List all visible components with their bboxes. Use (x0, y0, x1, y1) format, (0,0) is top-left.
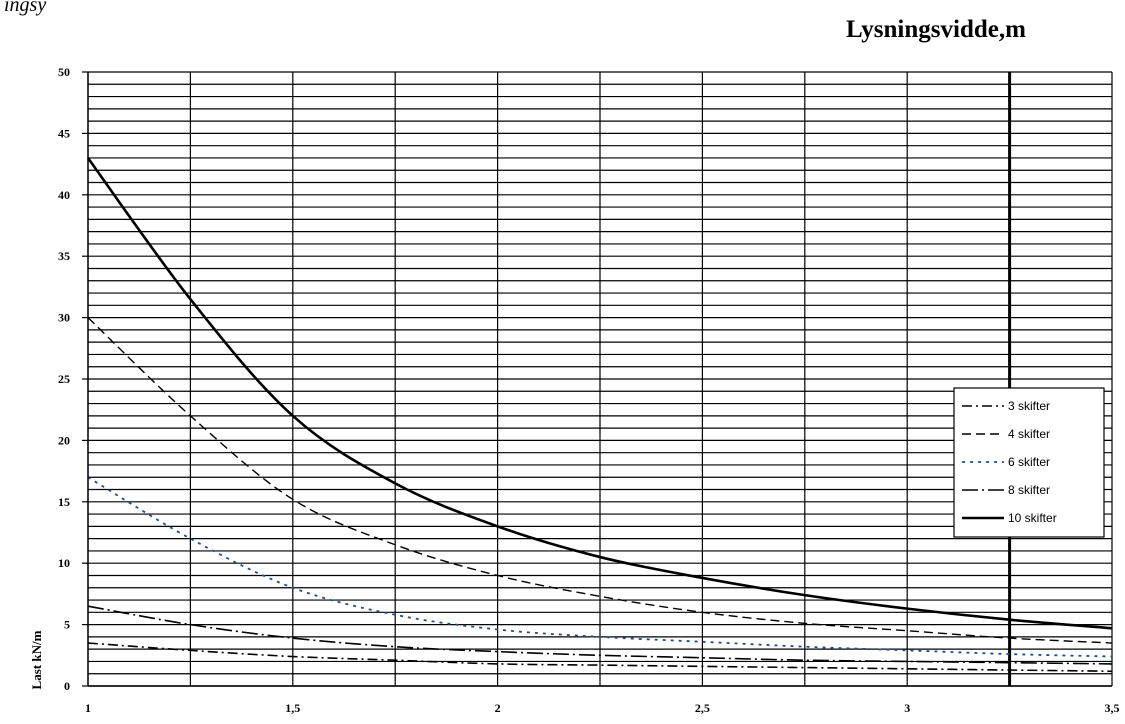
legend-label: 10 skifter (1008, 511, 1057, 525)
y-tick-label: 25 (58, 372, 70, 386)
x-axis-title: Lysningsvidde,m (846, 16, 1026, 43)
y-tick-label: 40 (58, 188, 70, 202)
y-tick-label: 45 (58, 126, 70, 140)
x-tick-label: 2,5 (695, 701, 710, 715)
y-tick-label: 0 (64, 679, 70, 693)
legend-label: 4 skifter (1008, 427, 1050, 441)
y-tick-label: 30 (58, 311, 70, 325)
x-tick-label: 1,5 (285, 701, 300, 715)
legend-label: 8 skifter (1008, 483, 1050, 497)
y-tick-label: 15 (58, 495, 70, 509)
legend-label: 3 skifter (1008, 399, 1050, 413)
y-tick-label: 50 (58, 65, 70, 79)
x-tick-label: 3 (904, 701, 910, 715)
y-axis-label: Last kN/m (29, 630, 44, 689)
y-tick-label: 20 (58, 433, 70, 447)
y-tick-label: 35 (58, 249, 70, 263)
series-line-3 (87, 476, 1113, 658)
series-line-1 (87, 642, 1113, 673)
series-line-4 (87, 605, 1113, 665)
x-tick-label: 2 (495, 701, 501, 715)
series-lines (86, 157, 1113, 673)
top-text-fragment: ingsy (4, 0, 47, 16)
axes: 0 5 10 15 20 25 30 35 40 45 50 1 1,5 2 2,5 3 3,5 (58, 65, 1120, 715)
x-tick-label: 1 (85, 701, 91, 715)
grid-lines (87, 71, 1113, 687)
x-tick-label: 3,5 (1105, 701, 1120, 715)
y-tick-label: 10 (58, 556, 70, 570)
y-tick-label: 5 (64, 618, 70, 632)
legend-label: 6 skifter (1008, 455, 1050, 469)
legend: 3 skifter 4 skifter 6 skifter 8 skifter 10 s… (953, 387, 1105, 538)
series-line-5 (86, 157, 1113, 630)
